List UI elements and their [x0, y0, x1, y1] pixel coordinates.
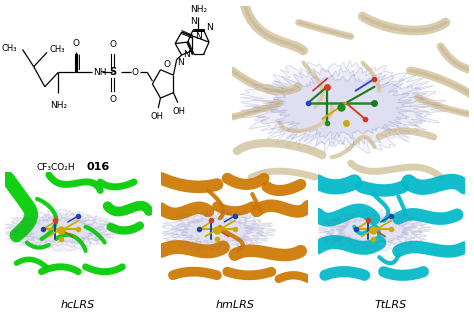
Text: O: O	[109, 41, 116, 49]
Polygon shape	[314, 209, 431, 252]
Text: N: N	[177, 58, 184, 67]
Text: NH₂: NH₂	[50, 101, 67, 110]
Text: hmLRS: hmLRS	[215, 300, 254, 309]
Text: N: N	[206, 23, 213, 32]
Polygon shape	[13, 213, 108, 247]
Text: S: S	[109, 67, 116, 78]
Text: O: O	[109, 95, 116, 104]
Text: OH: OH	[151, 113, 164, 122]
Polygon shape	[325, 213, 422, 248]
Text: OH: OH	[173, 107, 185, 116]
Polygon shape	[160, 209, 276, 252]
Polygon shape	[252, 67, 429, 146]
Polygon shape	[240, 60, 446, 153]
Text: CH₃: CH₃	[49, 45, 65, 54]
Polygon shape	[23, 217, 98, 243]
Text: O: O	[132, 68, 139, 77]
Text: NH: NH	[93, 68, 106, 77]
Polygon shape	[179, 217, 254, 244]
Text: CH₃: CH₃	[1, 43, 17, 53]
Polygon shape	[336, 218, 410, 244]
Text: N: N	[183, 49, 191, 59]
Text: hcLRS: hcLRS	[61, 300, 95, 309]
Text: O: O	[73, 39, 80, 48]
Text: TtLRS: TtLRS	[375, 300, 407, 309]
Polygon shape	[169, 213, 264, 247]
Text: N: N	[190, 18, 196, 26]
Text: CF₃CO₂H: CF₃CO₂H	[36, 163, 75, 172]
Polygon shape	[3, 209, 118, 251]
Text: 016: 016	[87, 162, 110, 172]
Text: O: O	[164, 60, 171, 69]
Polygon shape	[268, 75, 414, 139]
Text: NH₂: NH₂	[190, 5, 207, 14]
Text: N: N	[195, 32, 201, 41]
